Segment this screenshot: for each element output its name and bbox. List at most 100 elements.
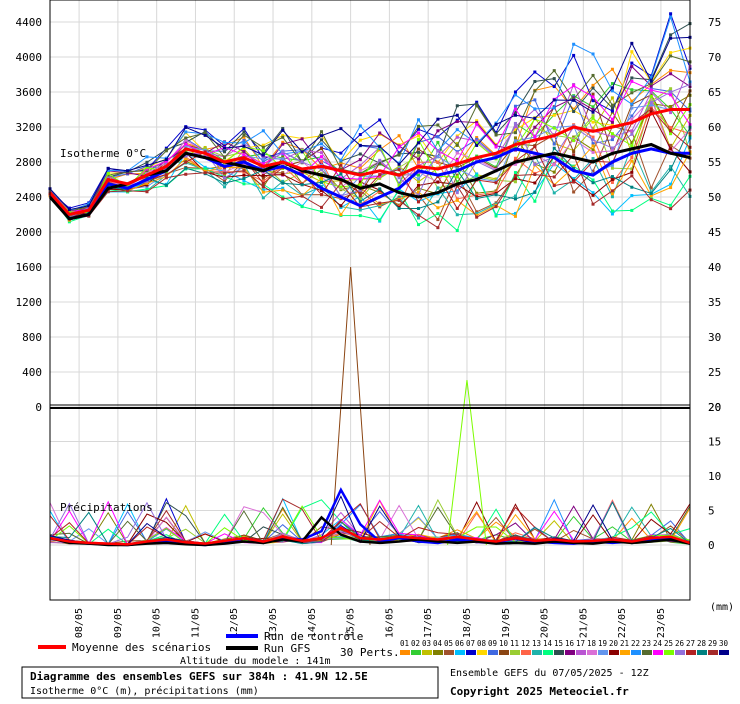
member-legend-label: 16 xyxy=(565,639,575,648)
member-point xyxy=(552,146,556,150)
member-point xyxy=(591,193,595,197)
member-point xyxy=(320,176,324,180)
member-point xyxy=(669,132,673,136)
footer-subtitle: Isotherme 0°C (m), précipitations (mm) xyxy=(30,685,259,697)
member-point xyxy=(242,173,246,177)
member-point xyxy=(552,184,556,188)
member-isotherm-line xyxy=(49,55,691,212)
x-tick-label: 16/05 xyxy=(384,608,395,638)
member-point xyxy=(533,181,537,185)
isotherm-label: Isotherme 0°C xyxy=(60,147,146,160)
member-point xyxy=(591,135,595,139)
member-point xyxy=(203,133,207,137)
member-point xyxy=(630,76,634,80)
member-legend-label: 21 xyxy=(620,639,629,648)
member-point xyxy=(610,120,614,124)
member-point xyxy=(300,160,304,164)
right-y-tick-upper: 25 xyxy=(708,366,721,379)
member-point xyxy=(455,113,459,117)
member-point xyxy=(261,145,265,149)
member-point xyxy=(552,113,556,117)
member-point xyxy=(436,117,440,121)
member-point xyxy=(591,191,595,195)
member-point xyxy=(339,163,343,167)
member-point xyxy=(281,142,285,146)
legend-control-label: Run de contrôle xyxy=(264,630,363,643)
member-point xyxy=(358,208,362,212)
legend-perts-label: 30 Perts. xyxy=(340,646,400,659)
member-point xyxy=(281,188,285,192)
member-point xyxy=(630,208,634,212)
member-point xyxy=(145,181,149,185)
member-point xyxy=(416,124,420,128)
x-tick-label: 23/05 xyxy=(656,608,667,638)
right-y-tick-lower: 0 xyxy=(708,539,715,552)
member-point xyxy=(436,180,440,184)
member-point xyxy=(455,104,459,108)
member-point xyxy=(649,75,653,79)
member-point xyxy=(475,172,479,176)
member-point xyxy=(436,200,440,204)
member-point xyxy=(533,135,537,139)
member-point xyxy=(339,127,343,131)
member-point xyxy=(591,181,595,185)
member-isotherm-line xyxy=(49,144,691,219)
member-point xyxy=(416,154,420,158)
precip-series-line xyxy=(49,515,691,547)
member-point xyxy=(649,198,653,202)
member-point xyxy=(669,72,673,76)
member-point xyxy=(669,203,673,207)
member-point xyxy=(455,135,459,139)
member-point xyxy=(358,188,362,192)
x-tick-label: 14/05 xyxy=(307,608,318,638)
member-point xyxy=(475,141,479,145)
member-legend-label: 12 xyxy=(521,639,530,648)
member-point xyxy=(358,143,362,147)
member-point xyxy=(610,212,614,216)
member-point xyxy=(591,169,595,173)
member-point xyxy=(610,103,614,107)
x-tick-label: 10/05 xyxy=(152,608,163,638)
member-legend-swatch xyxy=(620,650,630,655)
member-point xyxy=(358,171,362,175)
member-point xyxy=(164,158,168,162)
member-point xyxy=(416,160,420,164)
member-point xyxy=(378,187,382,191)
member-point xyxy=(572,150,576,154)
member-point xyxy=(669,111,673,115)
member-point xyxy=(572,110,576,114)
member-point xyxy=(358,133,362,137)
member-point xyxy=(436,140,440,144)
member-precip-spike xyxy=(447,379,487,546)
member-point xyxy=(455,191,459,195)
member-point xyxy=(610,166,614,170)
member-point xyxy=(475,193,479,197)
left-y-tick: 4400 xyxy=(16,16,43,29)
member-legend-label: 02 xyxy=(411,639,420,648)
x-tick-label: 15/05 xyxy=(346,608,357,638)
member-point xyxy=(513,104,517,108)
footer-run: Ensemble GEFS du 07/05/2025 - 12Z xyxy=(450,668,649,679)
member-point xyxy=(378,118,382,122)
member-point xyxy=(494,205,498,209)
member-point xyxy=(630,194,634,198)
member-point xyxy=(630,141,634,145)
member-point xyxy=(358,158,362,162)
member-legend-label: 18 xyxy=(587,639,597,648)
member-point xyxy=(494,122,498,126)
member-point xyxy=(320,147,324,151)
member-point xyxy=(320,193,324,197)
member-point xyxy=(630,41,634,45)
member-legend-swatch xyxy=(422,650,432,655)
right-y-tick-upper: 30 xyxy=(708,331,721,344)
member-point xyxy=(513,211,517,215)
member-point xyxy=(242,169,246,173)
right-y-tick-upper: 45 xyxy=(708,226,721,239)
member-point xyxy=(184,166,188,170)
member-point xyxy=(126,189,130,193)
footer-copyright: Copyright 2025 Meteociel.fr xyxy=(450,685,629,698)
member-point xyxy=(145,167,149,171)
member-point xyxy=(591,138,595,142)
member-point xyxy=(591,148,595,152)
member-point xyxy=(416,206,420,210)
